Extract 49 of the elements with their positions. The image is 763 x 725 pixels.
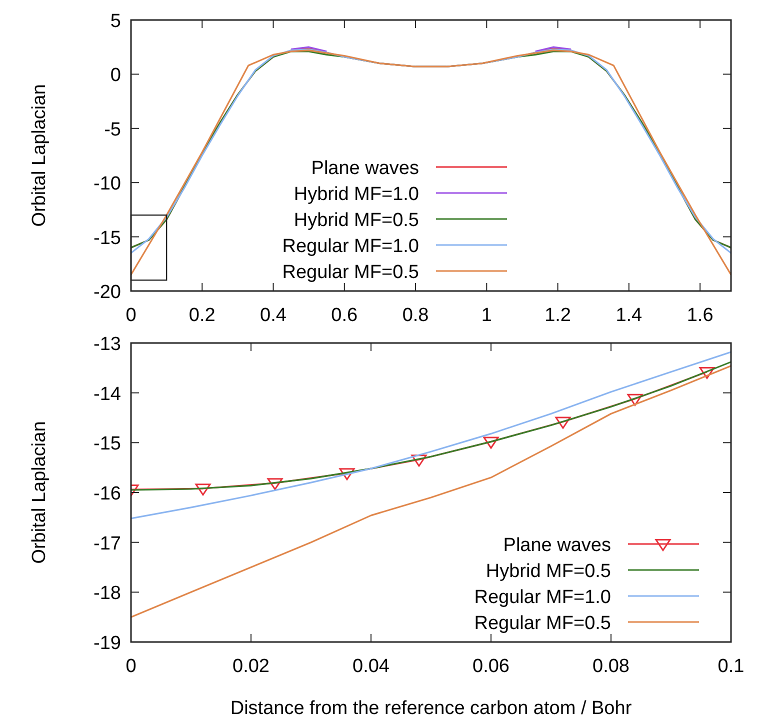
legend-label: Regular MF=1.0 — [474, 587, 611, 608]
point — [555, 416, 571, 429]
legend-label: Plane waves — [503, 535, 611, 556]
x-tick-label: 1 — [481, 305, 492, 326]
legend-label: Hybrid MF=0.5 — [294, 210, 419, 231]
y-tick-label: -19 — [94, 633, 121, 654]
y-tick-label: -5 — [104, 119, 121, 140]
y-tick-label: -16 — [94, 484, 121, 504]
x-tick-label: 0.6 — [331, 305, 358, 326]
x-tick-label: 0.2 — [188, 305, 216, 326]
x-tick-label: 1.6 — [686, 305, 714, 326]
x-tick-label: 0.02 — [232, 656, 270, 677]
x-tick-label: 0.08 — [592, 656, 630, 677]
x-tick-label: 1.4 — [616, 305, 643, 326]
y-tick-label: -20 — [94, 282, 121, 303]
x-tick-label: 0 — [126, 656, 136, 677]
x-tick-label: 0 — [126, 305, 136, 326]
legend-label: Hybrid MF=0.5 — [486, 561, 611, 582]
point — [195, 484, 211, 496]
legend-label: Regular MF=1.0 — [282, 236, 419, 257]
y-axis-title: Orbital Laplacian — [29, 421, 50, 564]
point — [627, 394, 643, 406]
x-tick-label: 1.2 — [544, 305, 572, 326]
x-tick-label: 0.1 — [718, 656, 744, 677]
y-tick-label: -17 — [94, 533, 121, 554]
y-tick-label: -15 — [94, 434, 121, 455]
point — [339, 468, 355, 480]
x-axis-title: Distance from the reference carbon atom / Bohr — [230, 698, 632, 719]
y-tick-label: 0 — [110, 65, 121, 86]
legend-label: Plane waves — [311, 158, 419, 179]
line-series — [131, 351, 731, 520]
y-tick-label: -14 — [94, 384, 122, 405]
point — [411, 454, 427, 467]
x-tick-label: 0.4 — [260, 305, 287, 326]
x-tick-label: 0.04 — [352, 656, 390, 677]
point — [699, 366, 715, 379]
x-tick-label: 0.8 — [402, 305, 429, 326]
legend-label: Regular MF=0.5 — [474, 613, 611, 634]
point — [483, 436, 499, 449]
y-tick-label: 5 — [110, 11, 121, 32]
y-tick-label: -18 — [94, 583, 121, 604]
y-tick-label: -15 — [94, 228, 121, 249]
y-tick-label: -13 — [94, 334, 121, 355]
x-tick-label: 0.06 — [472, 656, 510, 677]
point — [267, 478, 283, 490]
legend-label: Hybrid MF=1.0 — [294, 184, 419, 205]
y-tick-label: -10 — [94, 174, 121, 195]
y-axis-title: Orbital Laplacian — [29, 84, 50, 227]
legend-label: Regular MF=0.5 — [282, 262, 419, 283]
